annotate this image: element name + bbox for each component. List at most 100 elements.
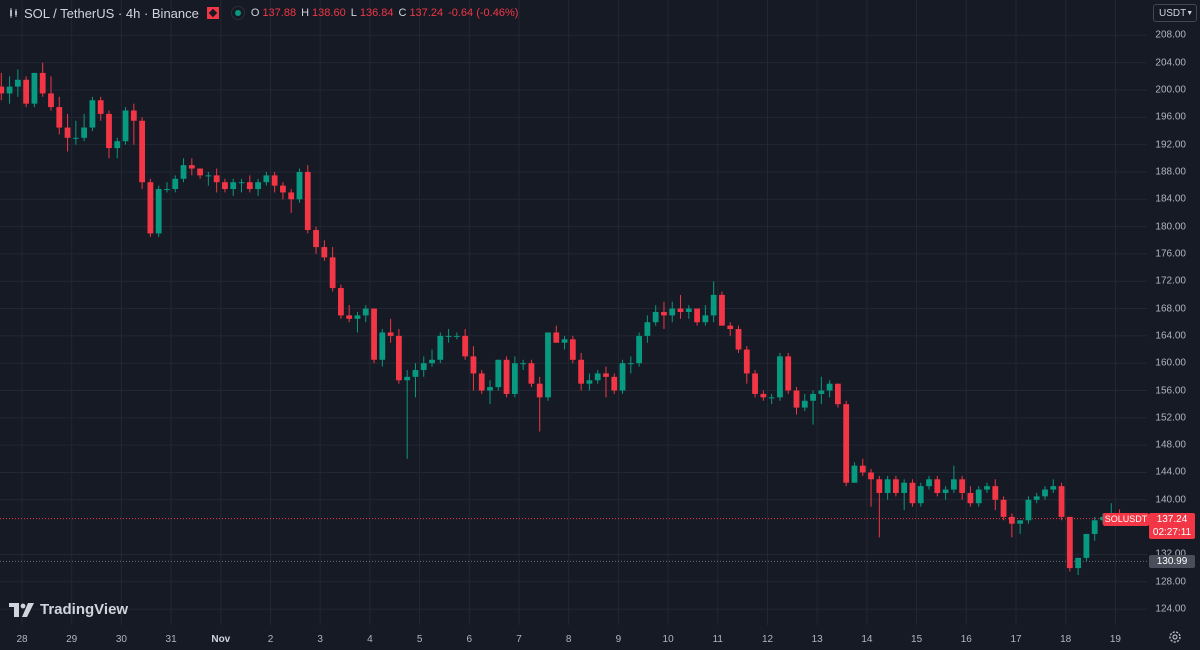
candle [503,356,510,398]
candle [553,325,560,343]
candle-body [528,363,535,384]
candle [180,158,187,183]
tradingview-logo[interactable]: TradingView [9,601,128,618]
time-axis[interactable]: 28 29 30 31 Nov 2 3 4 5 6 7 8 9 10 11 12 13 14 15 16 17 18 19 [0,625,1147,650]
candle [1000,496,1007,521]
candle [89,96,96,131]
candle [934,475,941,497]
candle [644,315,651,343]
tradingview-logo-icon [9,602,34,617]
time-axis-label: 16 [960,634,972,645]
candle [760,390,767,401]
candle [197,168,203,179]
candle-body [603,373,609,377]
candle-body [843,404,850,483]
candle [561,335,568,350]
chart-area[interactable] [0,0,1147,625]
candle-body [280,185,286,193]
price-axis[interactable]: 208.00 204.00 200.00 196.00 192.00 188.00 184.… [1147,0,1200,625]
candle-body [222,182,228,190]
candle-body [611,376,618,391]
candle-body [727,325,734,330]
candle [329,247,336,292]
chart-type-icon[interactable] [8,7,20,19]
candle-body [0,86,5,94]
candle [743,346,750,384]
candle [661,301,667,330]
candle [752,370,758,398]
candle-body [735,329,742,350]
candle [106,110,112,159]
last-price-value: 137.24 [1156,513,1188,525]
candle [801,393,808,412]
price-axis-label: 188.00 [1155,166,1186,178]
candle-body [246,182,253,190]
candle-body [97,100,104,114]
candle-body [155,189,162,234]
candle [909,479,916,507]
candle-body [255,182,261,190]
candle [81,113,88,142]
grid [0,0,1147,625]
candle [420,356,427,377]
candle-body [147,182,154,234]
candle-body [644,322,651,336]
candle-body [1042,489,1048,497]
ohlc-values: O 137.88 H 138.60 L 136.84 C 137.24 -0.64 (-… [251,7,521,19]
price-axis-label: 156.00 [1155,385,1186,397]
candle [669,301,676,323]
candle [188,158,195,176]
candle-body [180,165,187,179]
candle-body [627,363,634,365]
candle-body [495,359,502,388]
price-axis-label: 208.00 [1155,29,1186,41]
candle-body [238,182,245,184]
candle [984,482,990,493]
candle-body [39,72,46,94]
candle-body [710,294,717,316]
price-axis-label: 148.00 [1155,439,1186,451]
candlestick-chart[interactable] [0,0,1147,625]
candle [843,400,850,487]
candle-body [313,230,319,248]
candle-body [445,335,452,337]
candle [31,72,38,108]
candle [727,322,734,336]
candle [495,359,502,391]
candle [371,308,377,364]
candle-body [545,332,551,398]
candle [868,469,874,507]
candle-body [395,335,402,381]
market-status-icon[interactable] [230,6,245,20]
candle-body [130,110,137,121]
candle-body [785,356,792,391]
candle [1091,516,1098,541]
candle-body [197,168,203,176]
candle-body [338,288,344,316]
candle-body [230,182,237,190]
candle [487,380,493,405]
candle [636,332,643,367]
candle [155,185,162,237]
currency-select[interactable]: USDT ▼ [1153,4,1197,22]
settings-icon[interactable] [1168,630,1182,644]
candle [64,113,71,152]
candle-body [503,359,510,394]
flag-icon[interactable] [206,7,219,19]
symbol-title[interactable]: SOL / TetherUS · 4h · Binance [24,5,199,21]
candle [1083,533,1090,562]
candle-body [329,257,336,289]
candle-body [387,332,394,336]
candle [255,178,261,196]
candle [346,305,353,323]
candle-body [520,363,527,365]
price-axis-label: 144.00 [1155,466,1186,478]
candle-body [685,308,692,312]
candle-body [1058,486,1065,517]
price-axis-label: 168.00 [1155,303,1186,315]
candle [445,329,452,343]
candle [528,359,535,388]
candle-body [1100,516,1106,521]
candle [470,346,477,391]
candle [238,178,245,193]
